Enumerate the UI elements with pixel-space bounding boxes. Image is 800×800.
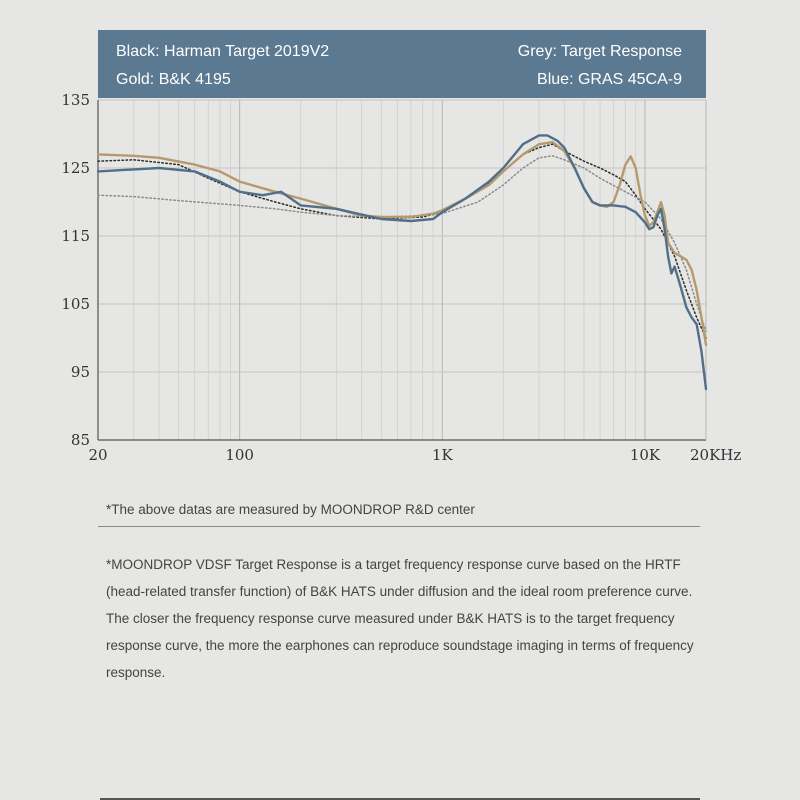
y-tick-label: 135 bbox=[61, 91, 90, 109]
legend-gold-label: Gold: B&K 4195 bbox=[116, 71, 231, 88]
chart-axes bbox=[97, 100, 707, 441]
chart-legend: Black: Harman Target 2019V2 Gold: B&K 41… bbox=[98, 30, 706, 98]
y-tick-label: 115 bbox=[61, 227, 90, 245]
description-text: *MOONDROP VDSF Target Response is a targ… bbox=[106, 557, 694, 680]
divider-line bbox=[98, 526, 700, 527]
x-tick-label: 10K bbox=[630, 446, 661, 464]
series-line-grey bbox=[97, 155, 707, 332]
legend-black-label: Black: Harman Target 2019V2 bbox=[116, 43, 330, 60]
chart-series bbox=[96, 134, 708, 391]
legend-grey-label: Grey: Target Response bbox=[517, 43, 682, 60]
y-tick-label: 105 bbox=[61, 295, 90, 313]
x-tick-label: 100 bbox=[225, 446, 254, 464]
measurement-note: *The above datas are measured by MOONDRO… bbox=[106, 502, 475, 517]
x-tick-label: 20 bbox=[88, 446, 107, 464]
y-tick-label: 95 bbox=[71, 363, 90, 381]
legend-blue-label: Blue: GRAS 45CA-9 bbox=[537, 71, 682, 88]
y-tick-label: 85 bbox=[71, 431, 90, 449]
bottom-rule bbox=[100, 798, 700, 800]
series-line-blue bbox=[96, 134, 708, 391]
y-tick-label: 125 bbox=[61, 159, 90, 177]
series-line-black bbox=[97, 143, 707, 339]
chart-grid bbox=[98, 99, 706, 440]
x-tick-label: 20KHz bbox=[690, 446, 741, 464]
x-tick-label: 1K bbox=[432, 446, 454, 464]
series-line-gold bbox=[96, 141, 708, 346]
